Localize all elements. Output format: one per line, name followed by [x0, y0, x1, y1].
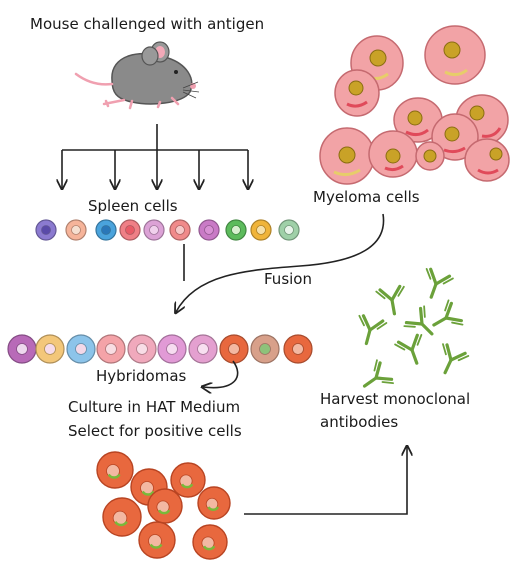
fusion-label: Fusion [264, 270, 312, 288]
antibody-icon [375, 284, 405, 316]
culture-label-line1: Culture in HAT Medium [68, 398, 241, 416]
antibody-icon [425, 267, 454, 299]
hybridomas-label: Hybridomas [96, 367, 187, 385]
hybridoma-cell [35, 334, 65, 364]
hybridoma-cell [127, 334, 157, 364]
hybridoma-cell [157, 334, 187, 364]
antibody-icon [432, 299, 464, 327]
culture-cell [138, 521, 176, 559]
antibody-icon [394, 333, 423, 365]
spleen-cell [169, 219, 191, 241]
myeloma-cells [319, 25, 510, 185]
culture-cell [197, 486, 231, 520]
hybridoma-cell [283, 334, 313, 364]
culture-cell [192, 524, 228, 560]
harvest-label-line1: Harvest monoclonal [320, 390, 471, 408]
antibody-icon [403, 305, 434, 336]
myeloma-cell [424, 25, 486, 85]
culture-cell [170, 462, 206, 498]
myeloma-cell [368, 130, 418, 178]
spleen-cells-label: Spleen cells [88, 197, 178, 215]
hybridoma-cell [219, 334, 249, 364]
spleen-cell [250, 219, 272, 241]
harvest-label-line2: antibodies [320, 413, 399, 431]
mouse-label: Mouse challenged with antigen [30, 15, 265, 33]
spleen-cell [65, 219, 87, 241]
antibody-icon [442, 343, 470, 375]
myeloma-cells-label: Myeloma cells [313, 188, 420, 206]
spleen-cells-row [35, 219, 300, 241]
myeloma-cell [319, 127, 375, 185]
antibody-icon [362, 359, 394, 388]
mouse-icon [74, 41, 200, 110]
hybridoma-culture-cluster [96, 451, 231, 560]
spleen-cell [95, 219, 117, 241]
myeloma-cell [334, 69, 380, 117]
myeloma-to-hybridoma-arrow [176, 213, 385, 312]
hybridoma-cell [96, 334, 126, 364]
spleen-cell [278, 219, 300, 241]
culture-cell [102, 497, 142, 537]
fusion-arrows [176, 213, 385, 312]
culture-cell [96, 451, 134, 489]
culture-cell [147, 488, 183, 524]
spleen-cell [119, 219, 141, 241]
monoclonal-antibodies [358, 267, 470, 388]
hybridoma-cells-row [7, 334, 313, 364]
myeloma-cell [393, 97, 443, 143]
spleen-cell [198, 219, 220, 241]
spleen-cell [35, 219, 57, 241]
hybridoma-cell [66, 334, 96, 364]
spleen-cell [143, 219, 165, 241]
harvest-arrow [244, 447, 407, 515]
myeloma-cell [464, 138, 510, 182]
hybridoma-cell [250, 334, 280, 364]
myeloma-cell [415, 141, 445, 171]
mouse-to-spleen-arrows [62, 124, 248, 188]
hybridoma-selection-arrow [203, 360, 239, 388]
myeloma-cell [431, 113, 479, 161]
antibody-icon [358, 314, 388, 346]
hybridoma-cell [7, 334, 37, 364]
culture-label-line2: Select for positive cells [68, 422, 242, 440]
spleen-cell [225, 219, 247, 241]
hybridoma-cell [188, 334, 218, 364]
